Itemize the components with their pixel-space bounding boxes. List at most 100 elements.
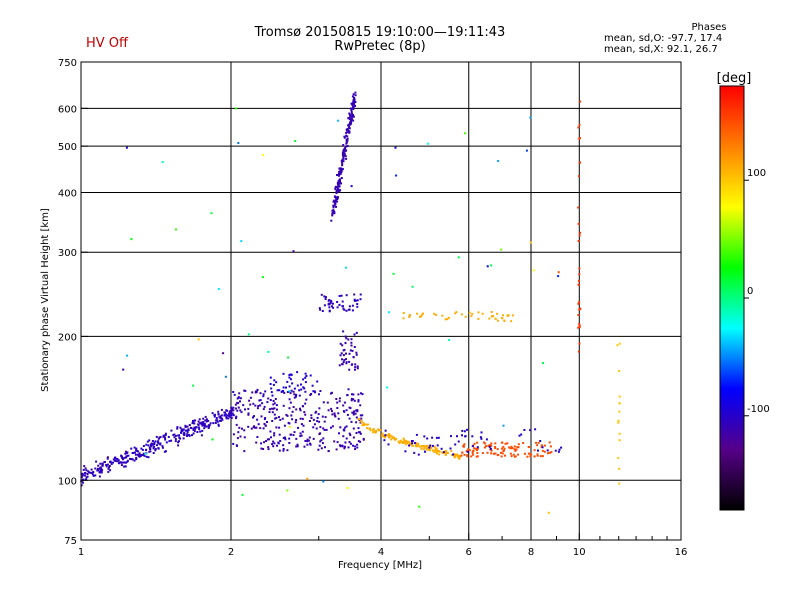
data-point [557,271,560,274]
data-point [348,432,351,435]
data-point [235,417,237,420]
data-point [391,435,394,438]
data-point [490,452,493,455]
data-point [342,330,345,333]
data-point [359,432,362,435]
data-point [434,447,437,450]
data-point [509,447,512,450]
data-point [504,442,507,445]
data-point [354,101,357,103]
data-point [579,161,581,164]
data-point [618,410,621,413]
data-point [618,370,621,372]
y-tick-label: 75 [64,536,77,547]
data-point [108,466,110,469]
data-point [339,169,342,172]
data-point [339,180,341,183]
data-point [357,393,360,396]
data-point [98,471,101,474]
data-point [154,440,157,443]
data-point [123,461,126,464]
data-point [293,396,296,399]
data-point [431,436,434,439]
data-point [260,447,263,450]
data-point [537,449,539,452]
data-point [301,405,304,408]
data-point [327,409,330,412]
data-point [532,269,535,272]
data-point [217,288,220,290]
data-point [502,424,505,427]
data-point [513,448,516,451]
data-point [356,410,359,413]
data-point [334,202,337,205]
data-point [347,130,350,133]
data-point [529,429,532,432]
data-point [296,371,299,374]
data-point [257,423,260,426]
data-point [186,429,188,432]
data-point [352,356,355,359]
data-point [341,158,344,161]
data-point [253,415,255,418]
data-point [130,458,133,461]
data-point [279,418,282,421]
data-point [125,450,127,453]
data-point [234,403,237,406]
data-point [299,407,301,410]
data-point [342,160,345,163]
data-point [506,314,509,317]
data-point [87,471,90,474]
data-point [500,451,502,454]
data-point [248,399,251,402]
data-point [176,426,179,429]
data-point [289,392,292,395]
data-point [351,363,354,366]
data-point [130,447,133,450]
data-point [259,404,262,407]
data-point [267,448,270,451]
data-point [517,446,520,449]
data-point [361,393,364,396]
data-point [359,404,362,407]
data-point [450,450,453,452]
data-point [349,442,352,445]
axis-ticks: 1 2 4 6 8 10 16 75 100 200 300 400 500 600 750 [58,58,687,558]
data-point [543,450,546,453]
data-point [186,433,189,436]
data-point [301,417,304,420]
data-point [99,466,102,469]
data-point [433,450,436,453]
data-point [278,389,281,392]
data-point [208,424,211,427]
data-point [345,266,347,269]
data-point [361,424,364,427]
data-point [352,93,355,96]
data-point [543,444,546,447]
data-point [397,440,400,443]
data-point [337,119,339,122]
data-point [124,452,127,455]
data-point [618,467,621,470]
data-point [500,441,503,444]
data-point [100,469,102,472]
data-point [286,489,289,492]
data-point [436,452,438,455]
data-point [394,146,397,149]
data-point [457,440,460,443]
data-point [238,392,241,395]
data-point [97,469,100,471]
data-point [193,419,196,422]
data-point [319,390,322,392]
data-point [318,433,321,436]
data-point [152,447,155,450]
data-point [353,96,355,99]
data-point [341,363,344,366]
data-point [322,480,325,483]
data-point [343,348,346,351]
data-point [579,100,582,103]
data-point [303,411,306,414]
data-point [283,424,286,427]
data-point [355,416,358,419]
